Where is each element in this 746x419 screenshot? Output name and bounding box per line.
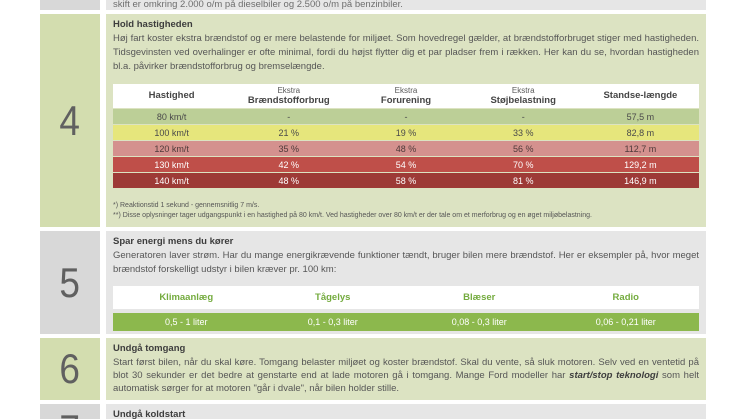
section-title: Hold hastigheden (113, 19, 193, 30)
header-top-label: Ekstra (394, 86, 418, 95)
cell-pollution: 19 % (395, 127, 417, 138)
section-number: 4 (59, 96, 81, 144)
cell-noise: 56 % (512, 143, 534, 154)
footnotes: *) Reaktionstid 1 sekund - gennemsnitlig… (113, 201, 699, 221)
cell-pollution: 54 % (395, 159, 417, 170)
section-4-hold-hastigheden: 4 Hold hastigheden Høj fart koster ekstr… (40, 14, 706, 227)
cell-stop-distance: 129,2 m (624, 159, 657, 170)
speed-table-header: Hastighed (113, 91, 230, 101)
cell-fuel: 42 % (278, 159, 300, 170)
section-6-undgaa-tomgang: 6 Undgå tomgang Start først bilen, når d… (40, 338, 706, 400)
footnote-line: *) Reaktionstid 1 sekund - gennemsnitlig… (113, 202, 260, 209)
cell-fuel: 21 % (278, 127, 300, 138)
cell-noise: 81 % (512, 175, 534, 186)
body-text-after: som helt automatisk sørger for at motore… (113, 370, 700, 394)
header-main-label: Standse-længde (603, 90, 678, 101)
cell-speed: 80 km/t (156, 111, 187, 122)
section-body: Høj fart koster ekstra brændstof og er m… (113, 33, 699, 72)
section-partial-content: skift er omkring 2.000 o/m på dieselbile… (106, 0, 706, 10)
section-title: Undgå tomgang (113, 343, 186, 354)
cell-pollution: 48 % (395, 143, 417, 154)
section-5-spar-energi: 5 Spar energi mens du kører Generatoren … (40, 231, 706, 334)
table-row-130kmt: 130 km/t 42 % 54 % 70 % 129,2 m (113, 157, 699, 172)
cell-noise: 70 % (512, 159, 534, 170)
energy-header: Radio (612, 292, 639, 303)
section-number: 5 (59, 258, 81, 306)
table-row-120kmt: 120 km/t 35 % 48 % 56 % 112,7 m (113, 141, 699, 156)
speed-table-header-row: Hastighed Ekstra Brændstofforbrug Ekstra… (113, 84, 699, 108)
section-number-cell (40, 0, 100, 10)
cell-speed: 120 km/t (154, 143, 189, 154)
section-partial-top: skift er omkring 2.000 o/m på dieselbile… (40, 0, 706, 10)
speed-table: Hastighed Ekstra Brændstofforbrug Ekstra… (113, 84, 699, 188)
energy-value: 0,06 - 0,21 liter (595, 317, 656, 327)
energy-value: 0,5 - 1 liter (164, 317, 208, 327)
section-number: 6 (59, 345, 81, 392)
cell-stop-distance: 146,9 m (624, 175, 657, 186)
cell-noise: 33 % (512, 127, 534, 138)
cell-fuel: 48 % (278, 175, 300, 186)
header-top-label: Ekstra (511, 86, 535, 95)
energy-header: Blæser (463, 292, 496, 303)
energy-header: Tågelys (315, 292, 351, 303)
table-row-140kmt: 140 km/t 48 % 58 % 81 % 146,9 m (113, 173, 699, 188)
cell-stop-distance: 57,5 m (626, 111, 655, 122)
section-body: Generatoren laver strøm. Har du mange en… (113, 250, 699, 275)
energy-value: 0,08 - 0,3 liter (451, 317, 507, 327)
cell-fuel: 35 % (278, 143, 300, 154)
energy-table-header-row: Klimaanlæg Tågelys Blæser Radio (113, 286, 699, 309)
section-title: Spar energi mens du kører (113, 236, 234, 247)
cell-fuel: - (287, 111, 291, 122)
cell-speed: 100 km/t (154, 127, 189, 138)
body-text-before: Start først bilen, når du skal køre. Tom… (113, 357, 699, 381)
section-number-cell: 4 (40, 14, 100, 227)
partial-text-line: skift er omkring 2.000 o/m på dieselbile… (113, 0, 403, 10)
speed-table-header: Ekstra Brændstofforbrug (230, 86, 347, 106)
section-6-content: Undgå tomgang Start først bilen, når du … (106, 338, 706, 400)
section-number-cell: 5 (40, 231, 100, 334)
header-main-label: Støjbelastning (490, 95, 556, 106)
section-number-cell: 6 (40, 338, 100, 400)
cell-stop-distance: 112,7 m (624, 143, 657, 154)
section-4-content: Hold hastigheden Høj fart koster ekstra … (106, 14, 706, 227)
cell-speed: 140 km/t (154, 175, 189, 186)
energy-value: 0,1 - 0,3 liter (307, 317, 358, 327)
section-number-cell: 7 (40, 404, 100, 419)
footnote-line: **) Disse oplysninger tager udgangspunkt… (113, 212, 592, 219)
energy-table-value-row: 0,5 - 1 liter 0,1 - 0,3 liter 0,08 - 0,3… (113, 313, 699, 331)
section-5-content: Spar energi mens du kører Generatoren la… (106, 231, 706, 334)
energy-header: Klimaanlæg (159, 292, 214, 303)
speed-table-header: Ekstra Støjbelastning (465, 86, 582, 106)
cell-speed: 130 km/t (154, 159, 189, 170)
cell-pollution: 58 % (395, 175, 417, 186)
cell-stop-distance: 82,8 m (626, 127, 655, 138)
cell-pollution: - (404, 111, 408, 122)
header-main-label: Hastighed (148, 90, 195, 101)
section-number: 7 (60, 406, 81, 419)
section-title: Undgå koldstart (113, 409, 186, 419)
start-stop-highlight: start/stop teknologi (569, 370, 659, 381)
table-row-100kmt: 100 km/t 21 % 19 % 33 % 82,8 m (113, 125, 699, 140)
section-body: Start først bilen, når du skal køre. Tom… (113, 356, 699, 395)
header-main-label: Brændstofforbrug (247, 95, 330, 106)
energy-table: Klimaanlæg Tågelys Blæser Radio 0,5 - 1 … (113, 286, 699, 331)
header-main-label: Forurening (380, 95, 432, 106)
section-7-content: Undgå koldstart (106, 404, 706, 419)
section-7-undgaa-koldstart: 7 Undgå koldstart (40, 404, 706, 419)
speed-table-header: Ekstra Forurening (347, 86, 464, 106)
speed-table-header: Standse-længde (582, 91, 699, 101)
table-row-80kmt: 80 km/t - - - 57,5 m (113, 109, 699, 124)
header-top-label: Ekstra (277, 86, 301, 95)
cell-noise: - (521, 111, 525, 122)
